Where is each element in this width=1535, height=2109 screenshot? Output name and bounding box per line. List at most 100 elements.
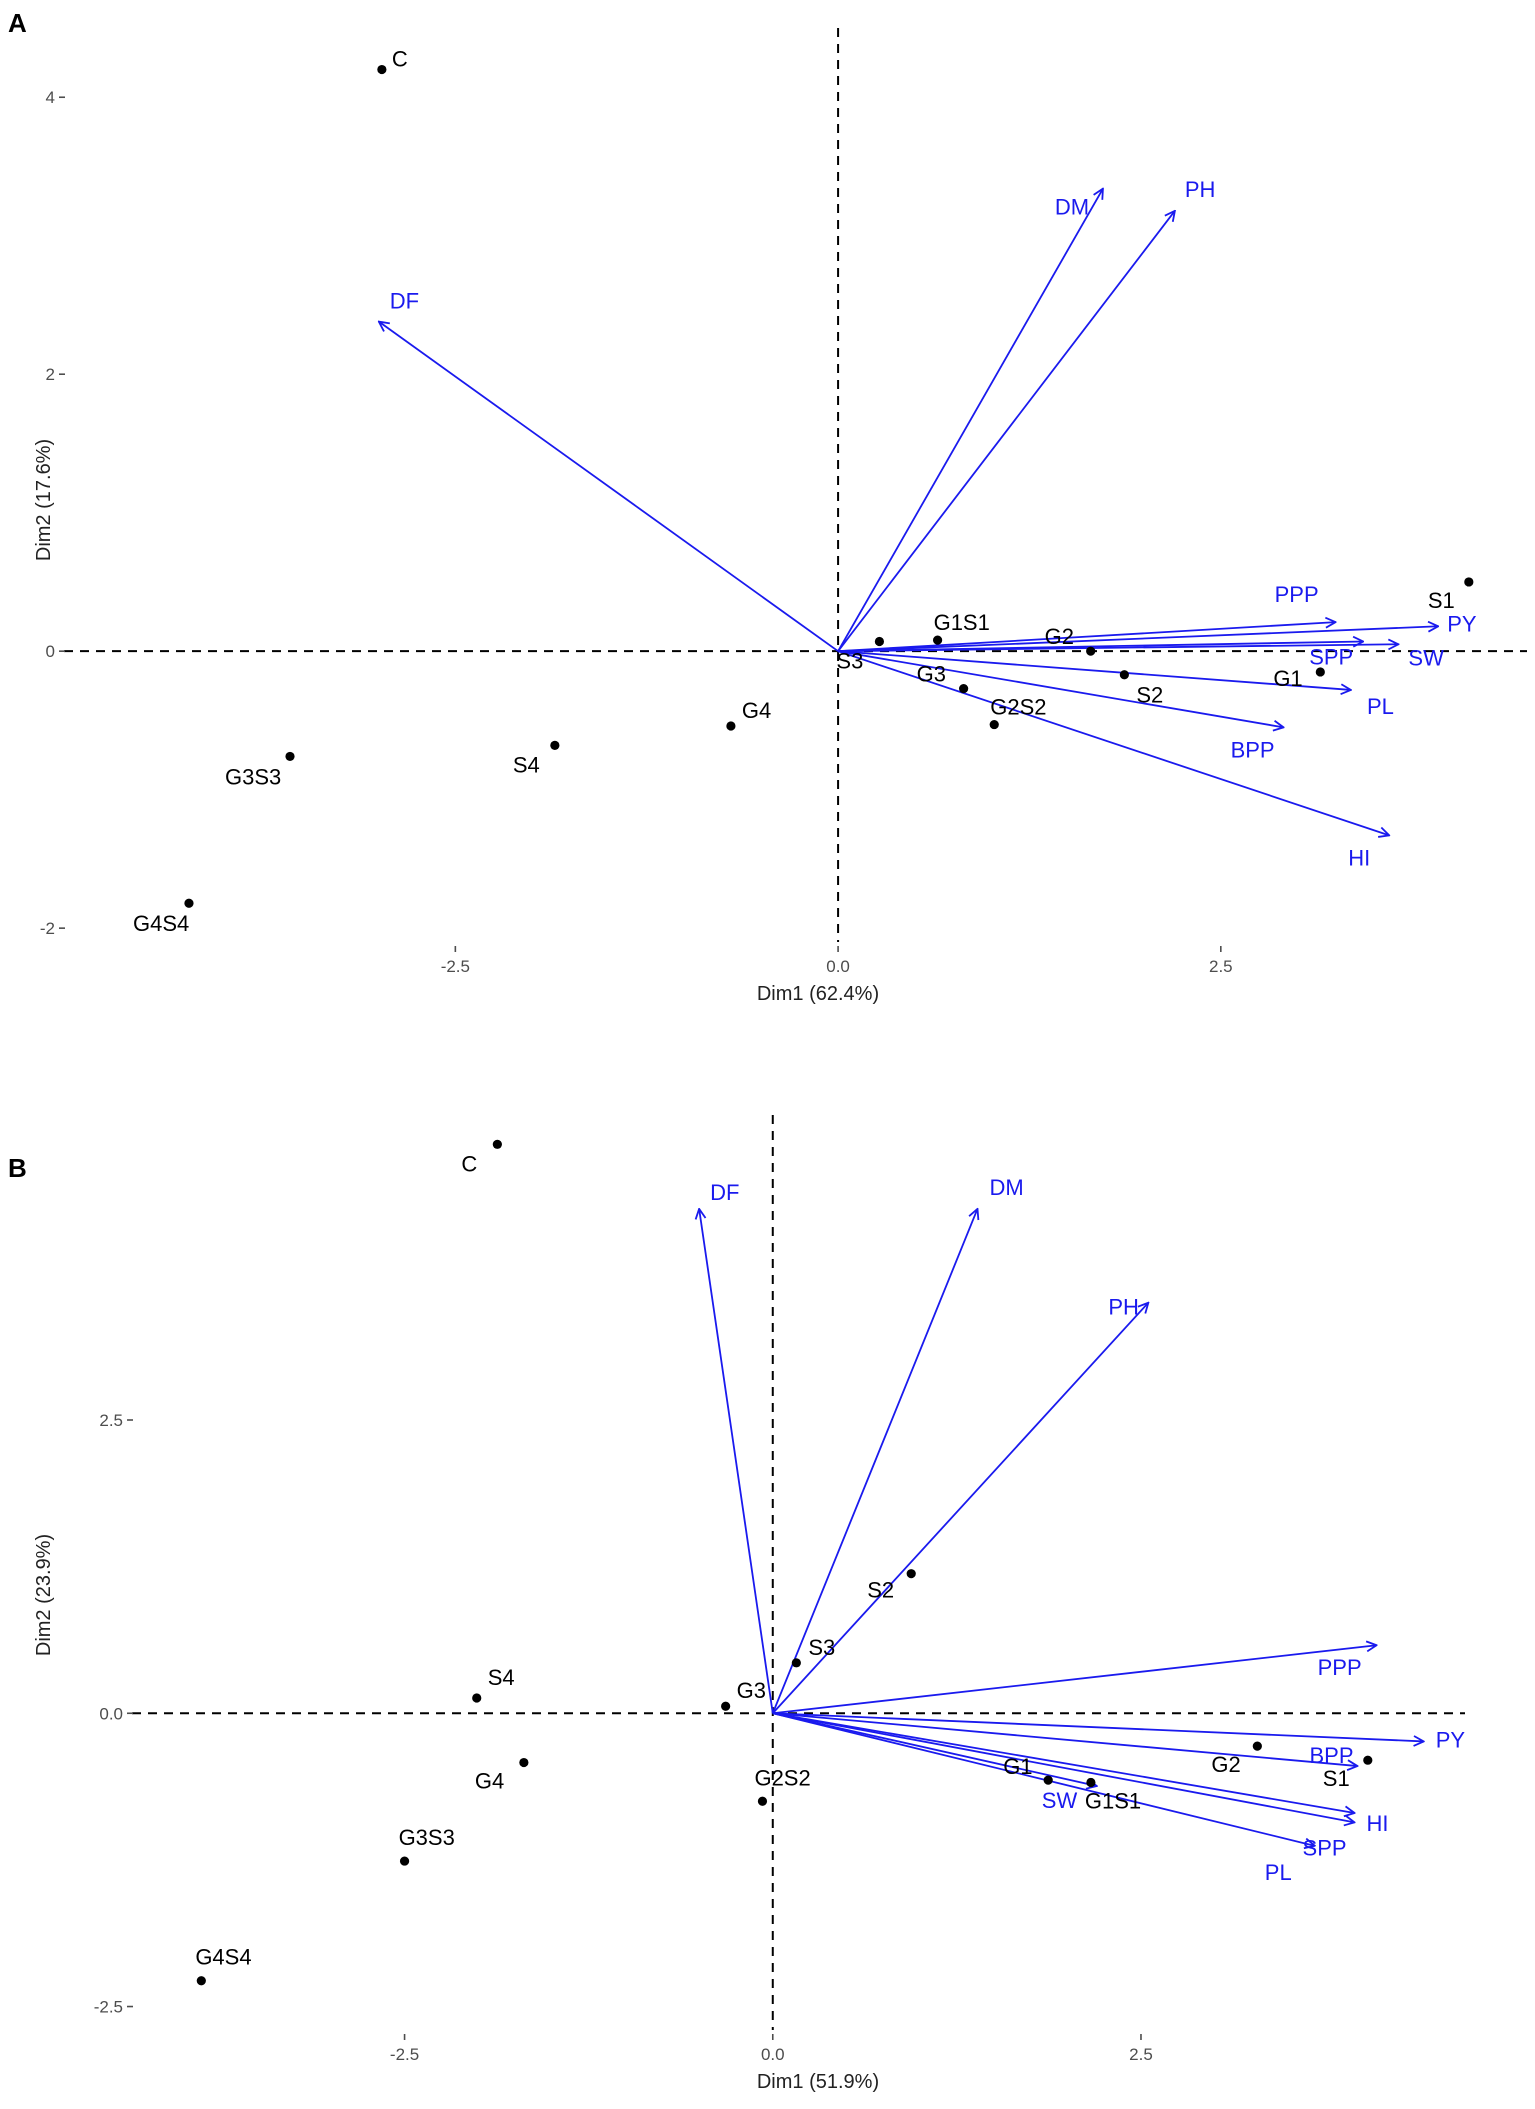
point-s3 [874, 636, 885, 647]
point-g4 [726, 721, 736, 731]
vector-hi [772, 1712, 1355, 1813]
y-tick-label: -2 [40, 919, 55, 938]
vector-sw [838, 644, 1398, 653]
point-c [492, 1139, 502, 1149]
y-tick-label: 2 [46, 365, 55, 384]
y-tick-label: -2.5 [94, 1998, 123, 2017]
point-g1 [1315, 667, 1325, 677]
point-label-s2: S2 [867, 1578, 894, 1603]
point-g3 [959, 683, 969, 694]
point-label-g4: G4 [475, 1769, 504, 1794]
biplot-panel-a: A -2 0 2 4 -2.5 0.0 2.5 Dim1 (62.4%) Dim2 (17.6%)… [8, 8, 1527, 1005]
x-tick-label: 0.0 [761, 2045, 785, 2064]
x-tick-label: 0.0 [826, 957, 850, 976]
point-g2s2 [757, 1796, 768, 1806]
x-tick-label: -2.5 [441, 957, 470, 976]
vector-df [699, 1209, 774, 1714]
vector-label-dm: DM [989, 1175, 1023, 1200]
point-s4 [550, 740, 560, 750]
panel-label: A [8, 8, 27, 38]
vector-label-bpp: BPP [1231, 737, 1275, 762]
point-label-g4: G4 [742, 698, 771, 723]
vector-label-pl: PL [1367, 694, 1394, 719]
vector-label-py: PY [1436, 1727, 1466, 1752]
point-label-g2s2: G2S2 [754, 1765, 810, 1790]
vector-ph [837, 211, 1175, 652]
point-label-g2s2: G2S2 [990, 695, 1046, 720]
point-g1 [1043, 1775, 1053, 1785]
y-tick-label: 4 [46, 88, 55, 107]
vector-label-df: DF [710, 1180, 739, 1205]
point-label-g1s1: G1S1 [934, 610, 990, 635]
vector-bpp [772, 1712, 1358, 1766]
point-label-g3s3: G3S3 [399, 1825, 455, 1850]
vector-ppp [772, 1645, 1377, 1715]
vector-pl [838, 650, 1351, 690]
point-s2 [1119, 670, 1129, 680]
vector-label-sw: SW [1408, 645, 1444, 670]
vector-dm [837, 189, 1103, 652]
point-label-s1: S1 [1323, 1766, 1350, 1791]
vector-hi [837, 650, 1389, 835]
point-g1s1 [1086, 1777, 1096, 1788]
biplot-panel-b: B -2.5 0.0 2.5 -2.5 0.0 2.5 Dim1 (51.9%) Dim2 (2… [8, 1115, 1465, 2093]
vector-spp [772, 1712, 1355, 1822]
point-s2 [906, 1569, 916, 1579]
x-axis-title: Dim1 (62.4%) [757, 983, 879, 1005]
point-label-g1s1: G1S1 [1085, 1788, 1141, 1813]
point-label-s1: S1 [1428, 588, 1455, 613]
point-g3 [721, 1701, 731, 1711]
vector-label-dm: DM [1055, 195, 1089, 220]
vector-dm [771, 1209, 978, 1714]
vector-label-ph: PH [1108, 1295, 1139, 1320]
x-tick-label: -2.5 [390, 2045, 419, 2064]
vector-label-ppp: PPP [1318, 1655, 1362, 1680]
vector-bpp [837, 650, 1284, 727]
vector-py [838, 626, 1438, 653]
vector-label-df: DF [390, 289, 419, 314]
vector-label-pl: PL [1265, 1860, 1292, 1885]
vector-label-ph: PH [1185, 177, 1216, 202]
point-label-g1: G1 [1273, 666, 1302, 691]
y-tick-label: 0 [46, 642, 55, 661]
point-g4 [519, 1757, 529, 1768]
point-c [377, 64, 387, 75]
point-g4s4 [184, 898, 194, 908]
point-label-s3: S3 [808, 1635, 835, 1660]
point-s3 [791, 1658, 801, 1668]
point-g3s3 [399, 1856, 410, 1866]
point-label-g2: G2 [1045, 624, 1074, 649]
point-g2 [1252, 1741, 1262, 1751]
point-label-g1: G1 [1003, 1754, 1032, 1779]
point-s1 [1464, 577, 1474, 587]
point-s1 [1363, 1755, 1373, 1765]
vector-label-py: PY [1447, 611, 1477, 636]
vector-label-sw: SW [1042, 1788, 1078, 1813]
point-g2s2 [989, 719, 999, 730]
point-label-s4: S4 [488, 1665, 515, 1690]
vector-py [772, 1712, 1424, 1741]
vector-label-hi: HI [1367, 1811, 1389, 1836]
point-g4s4 [196, 1976, 206, 1986]
vector-df [379, 322, 839, 652]
point-label-g3: G3 [737, 1678, 766, 1703]
x-tick-label: 2.5 [1129, 2045, 1153, 2064]
point-label-s2: S2 [1136, 683, 1163, 708]
point-label-g2: G2 [1211, 1752, 1240, 1777]
point-label-c: C [461, 1151, 477, 1176]
point-label-g3s3: G3S3 [225, 764, 281, 789]
vector-label-ppp: PPP [1275, 582, 1319, 607]
y-tick-label: 0.0 [99, 1704, 123, 1723]
point-s4 [472, 1693, 482, 1703]
x-tick-label: 2.5 [1209, 957, 1233, 976]
point-g1s1 [932, 635, 943, 645]
y-axis-title: Dim2 (17.6%) [33, 439, 55, 561]
point-label-s3: S3 [836, 648, 863, 673]
point-label-g4s4: G4S4 [133, 911, 189, 936]
y-axis-title: Dim2 (23.9%) [33, 1534, 55, 1656]
point-g2 [1086, 646, 1096, 656]
vector-ppp [838, 622, 1336, 653]
point-label-s4: S4 [513, 752, 540, 777]
vector-label-spp: SPP [1309, 644, 1353, 669]
